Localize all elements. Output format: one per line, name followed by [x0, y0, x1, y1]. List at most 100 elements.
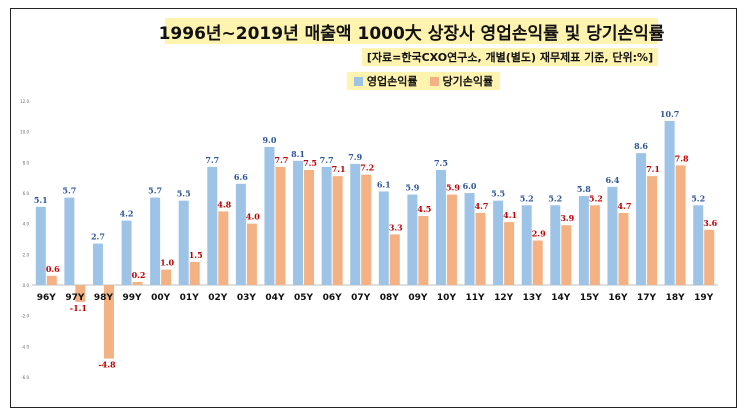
data-label-operating: 5.7	[148, 186, 162, 196]
legend-item-net: 당기손익률	[429, 73, 494, 89]
data-label-operating: 5.2	[520, 193, 534, 203]
bar-net	[589, 205, 600, 285]
bar-net	[504, 222, 515, 285]
y-tick-label: 6.0	[23, 191, 30, 196]
legend-item-operating: 영업손익률	[353, 73, 418, 89]
data-label-operating: 5.9	[405, 183, 419, 193]
x-tick-label: 07Y	[351, 293, 371, 303]
bar-operating	[321, 166, 332, 285]
data-label-net: 3.3	[389, 222, 403, 232]
data-label-operating: 10.7	[660, 109, 679, 119]
bar-net	[46, 275, 57, 285]
chart-title: 1996년~2019년 매출액 1000大 상장사 영업손익률 및 당기손익률	[158, 23, 665, 44]
bar-operating	[378, 191, 389, 285]
bar-operating	[636, 153, 647, 285]
bar-operating	[578, 196, 589, 285]
data-label-operating: 6.4	[605, 175, 619, 185]
data-label-net: 7.2	[360, 163, 374, 173]
x-tick-label: 14Y	[551, 293, 571, 303]
y-tick-label: -6.0	[21, 375, 29, 380]
bar-operating	[64, 197, 75, 285]
bar-net	[532, 240, 543, 285]
data-label-operating: 5.2	[548, 193, 562, 203]
data-label-operating: 6.6	[234, 172, 248, 182]
bar-operating	[35, 206, 46, 285]
x-tick-label: 17Y	[637, 293, 657, 303]
y-tick-label: 0.0	[23, 283, 30, 288]
bar-net	[418, 216, 429, 285]
data-label-net: 5.9	[446, 183, 460, 193]
x-tick-label: 11Y	[466, 293, 486, 303]
bar-net	[75, 285, 86, 302]
bar-net	[389, 234, 400, 285]
data-label-net: 4.1	[503, 210, 517, 220]
x-tick-label: 10Y	[437, 293, 457, 303]
data-label-net: 4.8	[217, 199, 231, 209]
bar-operating	[235, 183, 246, 285]
x-tick-label: 12Y	[494, 293, 514, 303]
data-label-operating: 7.5	[434, 158, 448, 168]
bar-operating	[92, 243, 103, 285]
bar-operating	[293, 160, 304, 285]
x-tick-label: 19Y	[694, 293, 714, 303]
data-label-net: 2.9	[532, 229, 546, 239]
bar-operating	[664, 120, 675, 285]
legend-label-net: 당기손익률	[442, 75, 494, 88]
data-label-operating: 8.6	[634, 141, 648, 151]
y-tick-label: 12.0	[20, 99, 29, 104]
bar-net	[132, 281, 143, 285]
legend-swatch-net	[429, 76, 439, 86]
bar-operating	[150, 197, 161, 285]
bar-operating	[121, 220, 132, 285]
bar-operating	[264, 147, 275, 285]
data-label-net: 1.0	[160, 258, 174, 268]
data-label-net: 7.1	[646, 164, 660, 174]
bar-net	[275, 166, 286, 285]
data-label-net: 0.2	[132, 270, 146, 280]
data-label-net: 0.6	[46, 264, 60, 274]
x-tick-label: 99Y	[123, 293, 143, 303]
bar-operating	[607, 186, 618, 285]
x-tick-label: 04Y	[265, 293, 285, 303]
bar-operating	[435, 170, 446, 285]
data-label-operating: 5.5	[491, 189, 505, 199]
data-label-net: 1.5	[189, 250, 203, 260]
data-label-operating: 5.2	[691, 193, 705, 203]
data-label-net: 3.9	[560, 213, 574, 223]
x-tick-label: 02Y	[208, 293, 228, 303]
data-label-net: 4.7	[617, 201, 631, 211]
data-label-operating: 5.1	[34, 195, 48, 205]
bar-operating	[521, 205, 532, 285]
data-label-operating: 5.8	[577, 184, 591, 194]
data-label-operating: 2.7	[91, 232, 105, 242]
legend-swatch-operating	[353, 76, 363, 86]
bar-net	[189, 262, 200, 285]
y-tick-label: 10.0	[20, 130, 29, 135]
y-tick-label: -4.0	[21, 344, 29, 349]
bar-net	[161, 269, 172, 285]
bar-operating	[350, 163, 361, 285]
x-tick-label: 18Y	[666, 293, 686, 303]
data-label-operating: 6.0	[463, 181, 477, 191]
data-label-operating: 9.0	[262, 135, 276, 145]
data-label-net: 7.5	[303, 158, 317, 168]
y-tick-label: 8.0	[23, 160, 30, 165]
legend-label-operating: 영업손익률	[366, 75, 418, 88]
x-tick-label: 97Y	[65, 293, 85, 303]
bar-net	[675, 165, 686, 285]
bar-operating	[464, 193, 475, 285]
x-tick-label: 08Y	[380, 293, 400, 303]
data-label-operating: 7.7	[320, 155, 334, 165]
x-tick-label: 09Y	[408, 293, 428, 303]
y-tick-label: -2.0	[21, 314, 29, 319]
title-banner: 1996년~2019년 매출액 1000大 상장사 영업손익률 및 당기손익률	[159, 18, 664, 44]
chart-source-note: [자료=한국CXO연구소, 개별(별도) 재무제표 기준, 단위:%]	[366, 51, 654, 64]
data-label-operating: 7.9	[348, 152, 362, 162]
x-tick-label: 98Y	[94, 293, 114, 303]
bar-net	[304, 170, 315, 285]
bar-net	[618, 212, 629, 285]
data-label-operating: 5.5	[177, 189, 191, 199]
data-label-operating: 4.2	[120, 209, 134, 219]
x-tick-label: 96Y	[37, 293, 57, 303]
